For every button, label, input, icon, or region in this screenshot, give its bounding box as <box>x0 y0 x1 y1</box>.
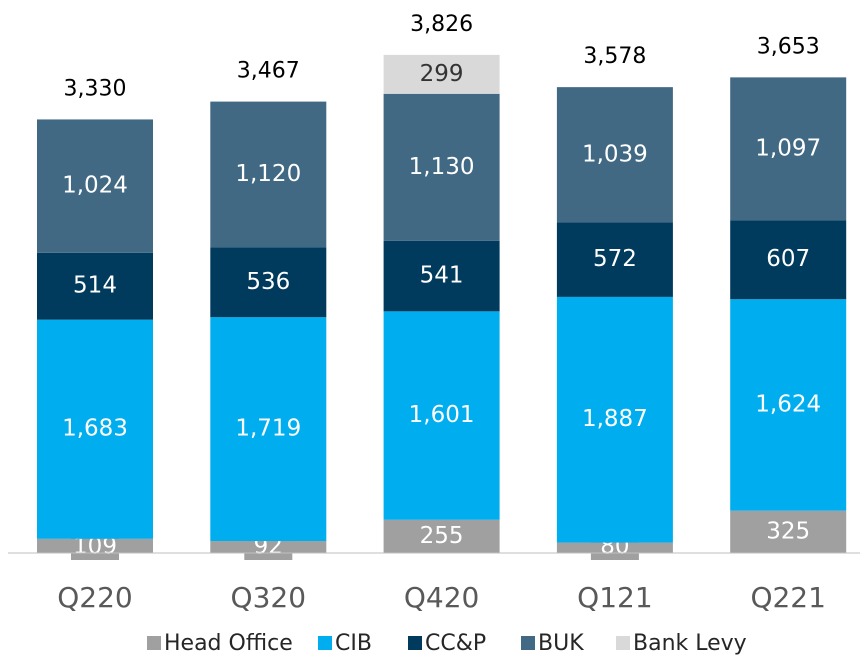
bar-segment <box>556 222 673 297</box>
legend-label: Bank Levy <box>633 631 747 656</box>
total-label: 3,826 <box>410 12 473 37</box>
segment-label: 325 <box>766 518 810 544</box>
legend-label: CC&P <box>425 631 486 656</box>
segment-label: 1,683 <box>62 416 128 442</box>
segment-label: 255 <box>420 523 464 549</box>
bar-segment <box>383 311 500 520</box>
x-tick-label: Q320 <box>231 581 306 614</box>
x-tick-label: Q420 <box>404 581 479 614</box>
total-label: 3,467 <box>237 59 300 84</box>
bar-segment <box>730 510 847 553</box>
total-label: 3,653 <box>757 34 820 59</box>
bar-segment <box>37 319 153 539</box>
legend-swatch <box>408 636 422 650</box>
legend-swatch <box>616 636 630 650</box>
bar-segment <box>383 240 500 312</box>
x-tick-label: Q221 <box>750 581 825 614</box>
legend-swatch <box>521 636 535 650</box>
bar-segment <box>556 87 673 223</box>
segment-label: 1,719 <box>235 416 301 442</box>
segment-label: 572 <box>593 246 637 272</box>
bar-segment <box>730 77 847 221</box>
x-tick-label: Q220 <box>57 581 132 614</box>
bar-segment <box>37 252 153 320</box>
bar-segment <box>210 247 327 318</box>
segment-label: 1,624 <box>755 391 821 417</box>
segment-label: 607 <box>766 246 810 272</box>
legend-swatch <box>147 636 161 650</box>
bar-segment <box>37 119 153 253</box>
segment-label: 514 <box>73 273 117 299</box>
bar-segment <box>556 296 673 543</box>
x-tick-label: Q121 <box>577 581 652 614</box>
segment-label: 1,120 <box>235 161 301 187</box>
segment-label: 1,130 <box>409 154 475 180</box>
bar-segment <box>730 299 847 511</box>
bar-segment <box>383 54 500 94</box>
segment-label: 536 <box>246 269 290 295</box>
bar-segment <box>210 317 327 542</box>
bar-segment <box>210 101 327 248</box>
bar-segment <box>383 93 500 241</box>
segment-label: 1,024 <box>62 173 128 199</box>
legend-label: CIB <box>335 631 372 656</box>
legend-swatch <box>318 636 332 650</box>
segment-label: 299 <box>420 61 464 87</box>
bar-segment <box>730 220 847 300</box>
segment-label: 1,601 <box>409 402 475 428</box>
legend-label: Head Office <box>164 631 293 656</box>
segment-label: 541 <box>420 263 464 289</box>
segment-label: 1,097 <box>755 135 821 161</box>
bar-segment <box>383 519 500 553</box>
total-label: 3,578 <box>583 44 646 69</box>
segment-label: 1,887 <box>582 406 648 432</box>
legend-label: BUK <box>538 631 584 656</box>
segment-label: 1,039 <box>582 141 648 167</box>
total-label: 3,330 <box>64 76 127 101</box>
